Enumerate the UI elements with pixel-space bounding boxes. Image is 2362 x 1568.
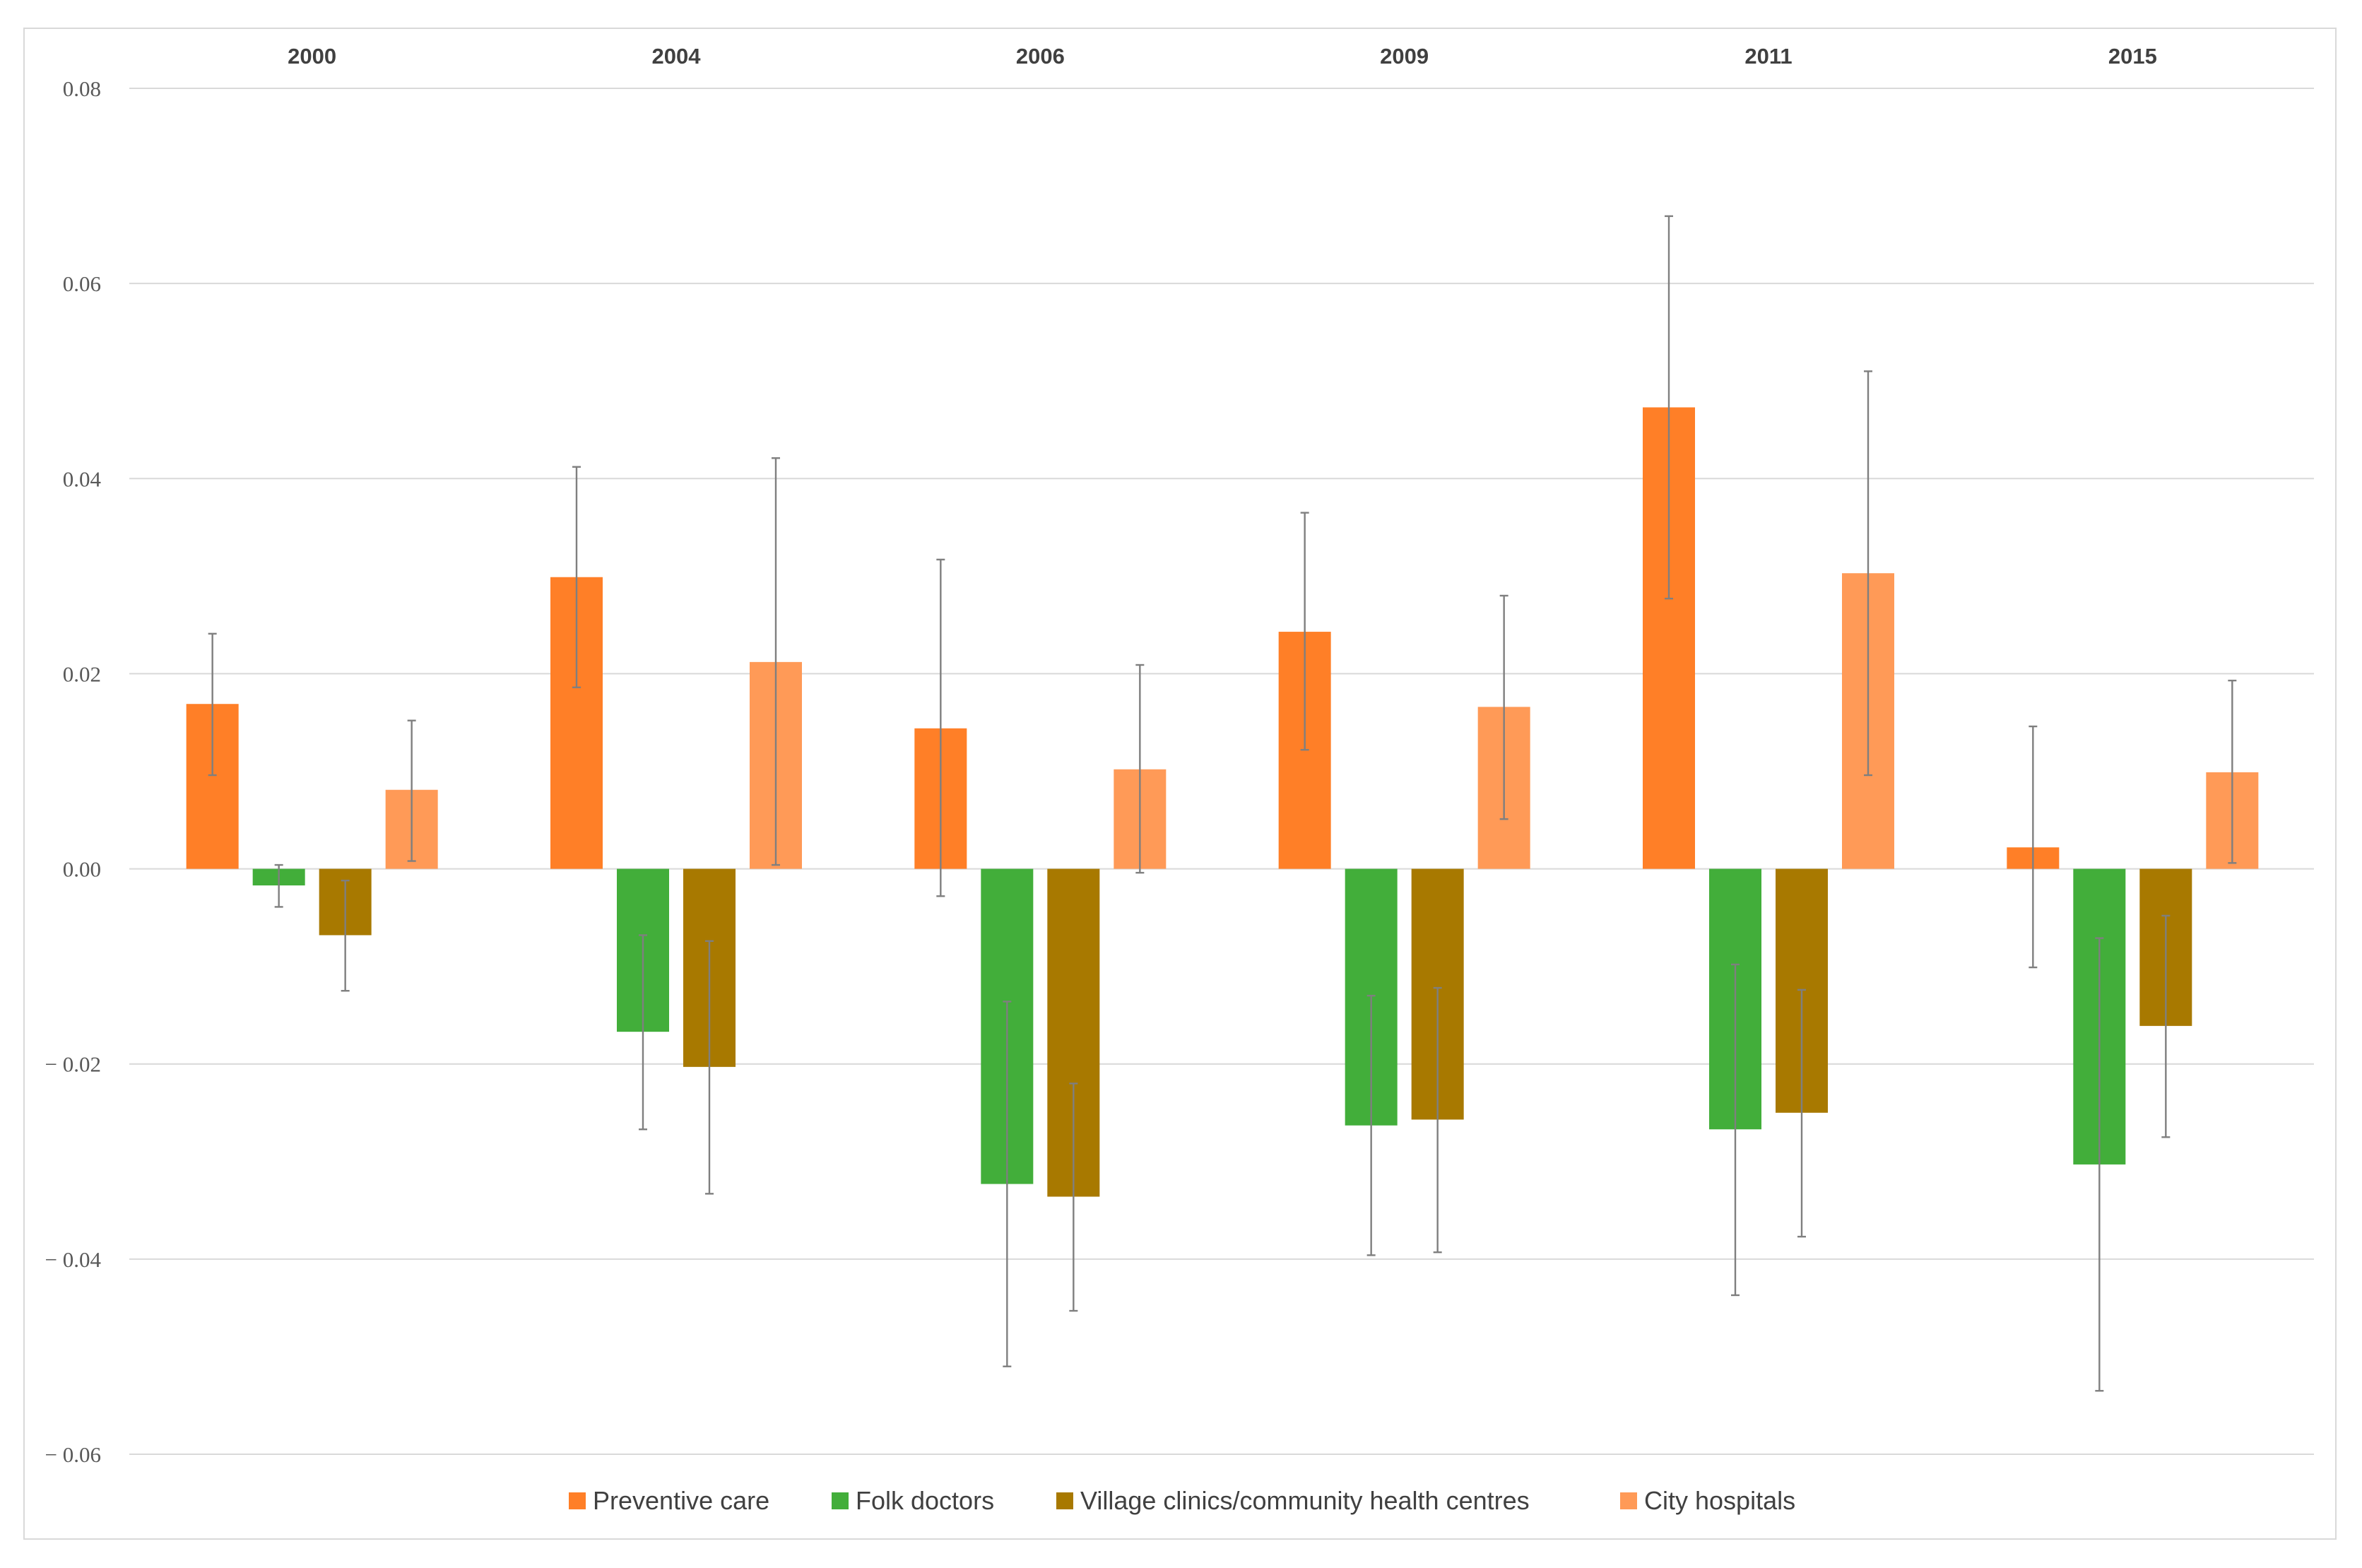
legend-label: Village clinics/community health centres: [1080, 1486, 1530, 1515]
y-axis-tick-labels: 0.08 0.06 0.04 0.02 0.00 − 0.02 − 0.04 − 0.06: [45, 76, 102, 1467]
category-labels: 2000 2004 2006 2009 2011 2015: [288, 44, 2157, 69]
chart-border: [23, 28, 2337, 1540]
legend-label: City hospitals: [1644, 1486, 1795, 1515]
legend-label: Preventive care: [593, 1486, 769, 1515]
y-tick-label: 0.04: [63, 466, 102, 491]
legend-swatch: [832, 1492, 849, 1509]
category-label: 2011: [1744, 44, 1792, 69]
category-label: 2009: [1380, 44, 1429, 69]
bars: [186, 407, 2259, 1197]
category-label: 2015: [2108, 44, 2157, 69]
y-tick-label: 0.02: [63, 661, 101, 686]
category-label: 2000: [288, 44, 336, 69]
y-tick-label: 0.06: [63, 271, 101, 296]
legend-label: Folk doctors: [856, 1486, 994, 1515]
y-tick-label: 0.00: [63, 857, 101, 882]
legend-swatch: [569, 1492, 586, 1509]
y-tick-label: 0.08: [63, 76, 101, 101]
y-tick-label: − 0.04: [45, 1247, 102, 1272]
category-label: 2004: [652, 44, 702, 69]
category-label: 2006: [1016, 44, 1065, 69]
legend: Preventive care Folk doctors Village clini…: [569, 1486, 1795, 1515]
gridlines: [129, 88, 2314, 1455]
y-tick-label: − 0.02: [45, 1052, 101, 1077]
y-tick-label: − 0.06: [45, 1442, 101, 1467]
error-bars: [208, 215, 2237, 1392]
legend-swatch: [1056, 1492, 1073, 1509]
legend-swatch: [1620, 1492, 1637, 1509]
